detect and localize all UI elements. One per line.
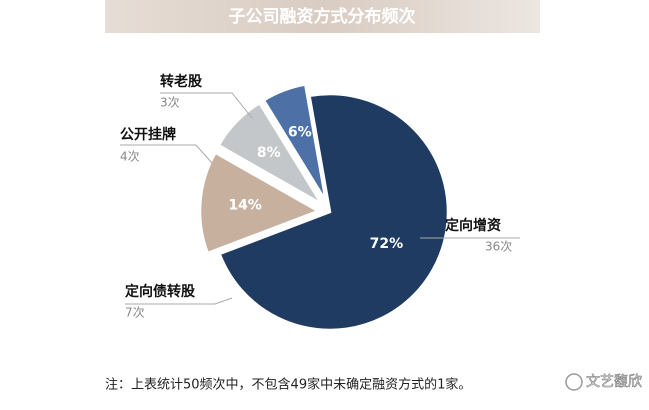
- chart-title: 子公司融资方式分布频次: [229, 6, 416, 27]
- count-label: 7次: [125, 306, 145, 320]
- category-label: 转老股: [160, 73, 203, 90]
- value-label: 8%: [257, 145, 281, 161]
- count-label: 4次: [120, 150, 140, 164]
- leader-line: [120, 144, 213, 164]
- category-label: 定向增资: [445, 217, 501, 234]
- category-label: 公开挂牌: [120, 126, 176, 143]
- title-band: [105, 0, 540, 33]
- value-label: 72%: [370, 236, 404, 252]
- watermark: 文艺馥欣: [586, 373, 642, 390]
- leader-line: [160, 92, 253, 119]
- pie-slice: [198, 151, 321, 255]
- count-label: 36次: [485, 240, 512, 254]
- watermark-icon: [565, 373, 583, 391]
- note: 注：上表统计50频次中，不包含49家中未确定融资方式的1家。: [105, 377, 471, 393]
- pie-slice: [262, 83, 327, 202]
- category-label: 定向债转股: [125, 283, 196, 300]
- pie-slice: [217, 101, 323, 205]
- value-label: 6%: [288, 124, 312, 140]
- count-label: 3次: [160, 96, 180, 110]
- leader-line: [125, 297, 233, 305]
- value-label: 14%: [228, 197, 262, 213]
- pie-slice: [218, 92, 450, 332]
